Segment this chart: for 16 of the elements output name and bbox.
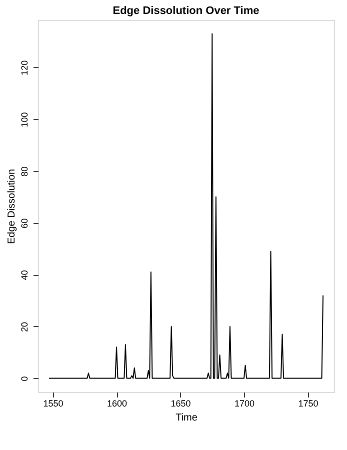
x-tick-label: 1700 — [234, 398, 255, 408]
y-tick-label: 40 — [20, 270, 30, 280]
y-tick-label: 120 — [20, 60, 30, 76]
x-tick-label: 1650 — [170, 398, 191, 408]
y-tick-label: 20 — [20, 322, 30, 332]
x-tick-label: 1550 — [43, 398, 64, 408]
x-axis-title: Time — [176, 412, 198, 424]
chart-title: Edge Dissolution Over Time — [112, 5, 260, 17]
y-tick-label: 60 — [20, 218, 30, 228]
x-tick-label: 1600 — [107, 398, 128, 408]
x-tick-label: 1750 — [298, 398, 318, 408]
y-tick-label: 0 — [20, 376, 30, 382]
y-tick-label: 80 — [20, 166, 30, 177]
y-axis-title: Edge Dissolution — [6, 168, 18, 244]
line-series — [48, 33, 324, 379]
y-tick-label: 100 — [20, 112, 30, 128]
